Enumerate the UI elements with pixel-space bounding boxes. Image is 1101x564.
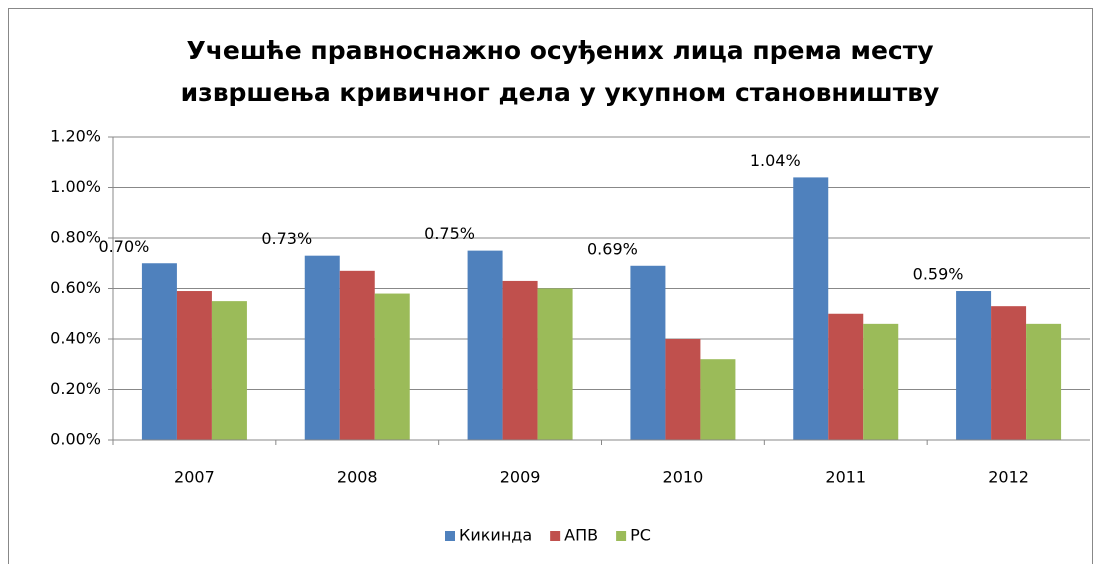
bar [339, 270, 375, 440]
y-tick-label: 0.60% [50, 278, 101, 297]
legend-swatch [445, 531, 455, 541]
data-label: 0.70% [99, 237, 150, 256]
data-label: 0.75% [424, 224, 475, 243]
legend-swatch [616, 531, 627, 541]
bar [176, 291, 212, 440]
bar [991, 306, 1027, 440]
y-tick-label: 0.80% [50, 228, 101, 247]
data-label: 0.59% [913, 265, 964, 284]
bar [700, 359, 736, 440]
x-tick-label: 2007 [174, 468, 215, 487]
legend-label: Кикинда [459, 526, 532, 545]
chart-frame [8, 8, 1093, 564]
y-tick-label: 1.20% [50, 127, 101, 146]
data-label: 0.69% [587, 239, 638, 258]
x-tick-label: 2009 [500, 468, 541, 487]
bar [665, 339, 701, 440]
bar [1026, 323, 1062, 440]
x-tick-label: 2008 [337, 468, 378, 487]
bar [141, 263, 177, 440]
chart-title: извршења кривичног дела у укупном станов… [181, 78, 940, 107]
chart-title: Учешће правноснажно осуђених лица према … [186, 36, 933, 65]
data-label: 0.73% [261, 229, 312, 248]
x-tick-label: 2012 [988, 468, 1029, 487]
bar [374, 293, 410, 440]
y-tick-label: 0.20% [50, 379, 101, 398]
bar [630, 265, 666, 440]
y-tick-label: 0.00% [50, 430, 101, 449]
y-tick-label: 1.00% [50, 177, 101, 196]
y-tick-label: 0.40% [50, 329, 101, 348]
bar [537, 288, 573, 440]
bar [793, 177, 829, 440]
bar [467, 250, 503, 440]
bar [502, 280, 538, 440]
legend-label: РС [630, 526, 651, 545]
bar [863, 323, 899, 440]
legend-label: АПВ [564, 526, 598, 545]
bar [211, 301, 247, 440]
bar [304, 255, 340, 440]
x-tick-label: 2011 [825, 468, 866, 487]
data-label: 1.04% [750, 151, 801, 170]
x-tick-label: 2010 [663, 468, 704, 487]
bar [828, 313, 864, 440]
bar [956, 291, 992, 440]
legend-swatch [550, 531, 561, 541]
